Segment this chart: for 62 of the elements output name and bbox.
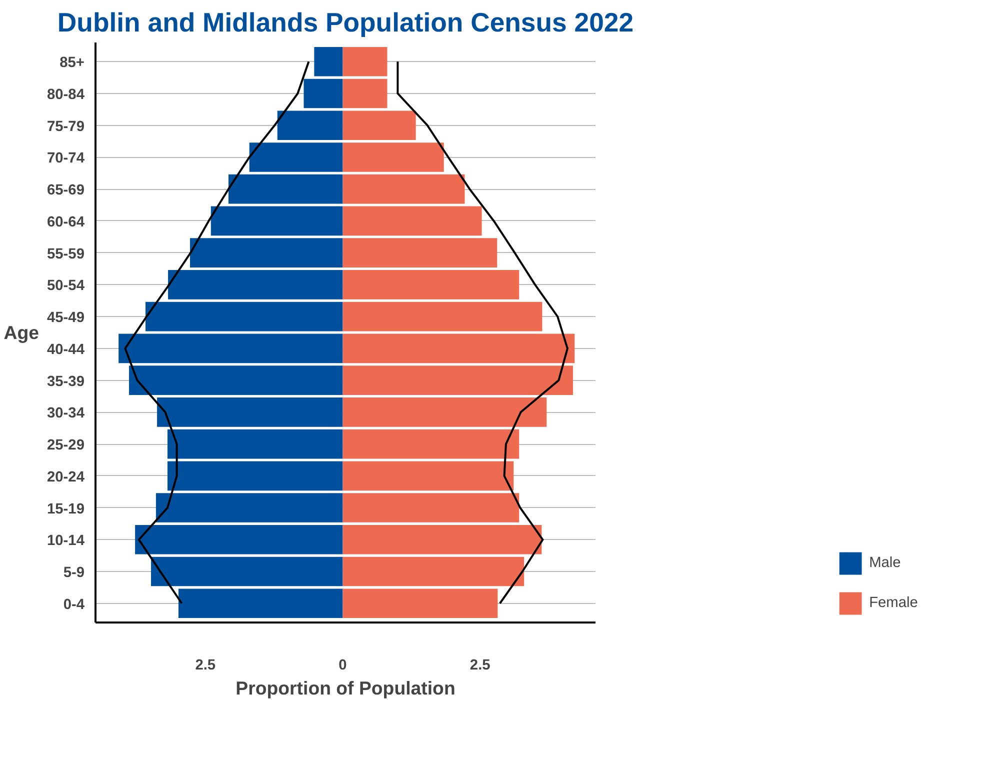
x-tick-label: 2.5 <box>470 658 490 674</box>
bar <box>228 174 343 204</box>
bar <box>342 142 444 172</box>
bar <box>118 334 343 364</box>
y-tick-label: 5-9 <box>63 565 85 582</box>
bar <box>156 493 343 522</box>
bar <box>129 366 343 395</box>
y-tick-label: 85+ <box>60 55 85 72</box>
bar <box>342 78 388 108</box>
y-tick-label: 70-74 <box>47 150 86 167</box>
bar <box>342 238 498 268</box>
bar <box>342 110 416 140</box>
bar <box>167 429 343 459</box>
bar <box>342 366 573 395</box>
bar <box>342 588 498 618</box>
bar <box>168 270 343 300</box>
bar <box>342 398 547 427</box>
bar <box>167 461 343 491</box>
bar <box>304 78 343 108</box>
y-tick-label: 45-49 <box>47 310 85 326</box>
x-tick-label: 2.5 <box>195 658 216 674</box>
y-tick-label: 50-54 <box>47 278 86 294</box>
y-tick-label: 15-19 <box>47 501 85 518</box>
y-axis-title: Age <box>4 322 40 343</box>
bar <box>342 206 482 236</box>
y-tick-label: 35-39 <box>47 374 85 390</box>
y-tick-label: 40-44 <box>47 342 86 358</box>
bar <box>342 302 542 332</box>
bar <box>342 270 520 300</box>
y-tick-label: 75-79 <box>47 118 85 135</box>
bar <box>342 429 520 459</box>
bar <box>146 302 343 332</box>
bar <box>210 206 343 236</box>
bar <box>178 588 343 618</box>
bar <box>342 334 575 364</box>
legend-label: Female <box>869 595 918 611</box>
bar <box>190 238 343 268</box>
y-tick-label: 55-59 <box>47 246 85 262</box>
x-axis-title: Proportion of Population <box>236 678 456 698</box>
y-tick-label: 80-84 <box>47 86 86 103</box>
bar <box>342 461 514 491</box>
y-tick-label: 65-69 <box>47 182 85 199</box>
legend-label: Male <box>869 555 901 571</box>
bar <box>342 493 520 522</box>
bar <box>249 142 343 172</box>
bar <box>342 46 388 76</box>
y-tick-label: 0-4 <box>63 596 86 613</box>
y-tick-label: 60-64 <box>47 214 86 230</box>
bar <box>342 174 465 204</box>
bar <box>157 398 343 427</box>
chart-title: Dublin and Midlands Population Census 2022 <box>57 8 634 38</box>
y-tick-label: 10-14 <box>47 533 86 550</box>
y-tick-label: 20-24 <box>47 469 86 486</box>
bar <box>277 110 343 140</box>
bar <box>135 524 343 554</box>
y-tick-label: 30-34 <box>47 406 86 422</box>
bar <box>314 46 343 76</box>
y-tick-label: 25-29 <box>47 438 85 454</box>
bar <box>342 556 524 586</box>
bar <box>150 556 343 586</box>
x-tick-label: 0 <box>338 658 347 674</box>
bar <box>342 524 542 554</box>
